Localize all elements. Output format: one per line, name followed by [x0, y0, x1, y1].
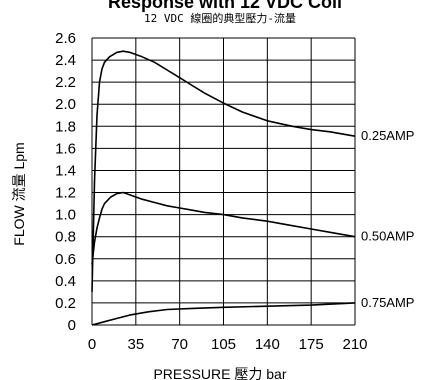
y-tick-label: 1.0 — [55, 207, 76, 224]
x-tick-label: 105 — [211, 336, 236, 353]
y-tick-label: 1.8 — [55, 118, 76, 135]
y-tick-label: 2.0 — [55, 96, 76, 113]
y-axis-label: FLOW 流量 Lpm — [11, 142, 27, 245]
chart-subtitle: 12 VDC 線圈的典型壓力-流量 — [144, 11, 296, 25]
tick-labels: 0 0.2 0.4 0.6 0.8 1.0 1.2 1.4 1.6 1.8 2.0 2.2 2.4 2.6… — [55, 30, 367, 353]
series-line-0.25amp — [91, 50, 356, 292]
y-tick-label: 1.4 — [55, 162, 76, 179]
y-tick-label: 0 — [68, 317, 76, 334]
series-label-0.25amp: 0.25AMP — [361, 128, 414, 143]
series-label-0.75amp: 0.75AMP — [361, 295, 414, 310]
y-tick-label: 1.2 — [55, 185, 76, 202]
series-line-0.50amp — [91, 191, 356, 265]
x-tick-label: 210 — [342, 336, 367, 353]
chart-title: Response with 12 VDC Coil — [108, 0, 342, 12]
series-labels: 0.25AMP 0.50AMP 0.75AMP — [361, 128, 414, 310]
y-tick-label: 0.6 — [55, 251, 76, 268]
x-tick-label: 70 — [171, 336, 188, 353]
x-tick-label: 0 — [88, 336, 96, 353]
x-tick-label: 140 — [255, 336, 280, 353]
y-tick-label: 2.2 — [55, 74, 76, 91]
y-tick-label: 2.4 — [55, 52, 76, 69]
x-tick-label: 35 — [127, 336, 144, 353]
series-label-0.50amp: 0.50AMP — [361, 229, 414, 244]
grid-lines — [91, 37, 356, 326]
y-tick-label: 0.2 — [55, 295, 76, 312]
y-tick-label: 0.4 — [55, 273, 76, 290]
y-tick-label: 1.6 — [55, 140, 76, 157]
y-tick-label: 2.6 — [55, 30, 76, 47]
x-tick-label: 175 — [299, 336, 324, 353]
series-lines — [91, 50, 356, 326]
x-axis-label: PRESSURE 壓力 bar — [153, 366, 286, 380]
y-tick-label: 0.8 — [55, 229, 76, 246]
series-line-0.75amp — [91, 302, 356, 326]
